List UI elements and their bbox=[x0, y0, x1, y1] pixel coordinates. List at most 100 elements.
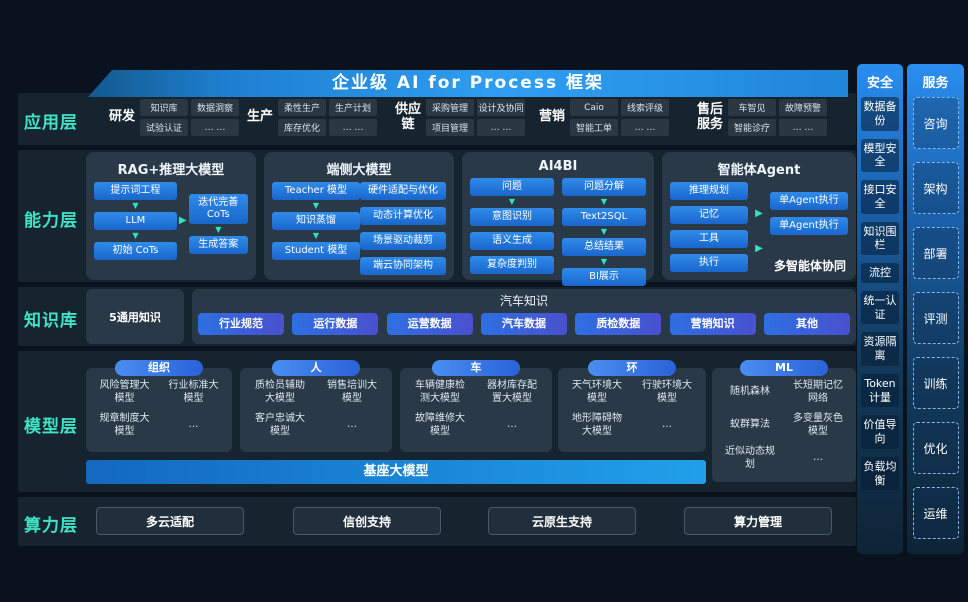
flow-step-button: 总结结果 bbox=[562, 238, 646, 256]
knowledge-pill: 行业规范 bbox=[198, 313, 284, 335]
model-item: 地形障碍物大模型 bbox=[572, 413, 622, 437]
security-item: 模型安全 bbox=[861, 138, 899, 172]
flow-step-button: 记忆 bbox=[670, 206, 748, 224]
foundation-model-bar: 基座大模型 bbox=[86, 460, 706, 484]
app-item: 智能诊疗 bbox=[728, 119, 776, 136]
app-group-1: 研发 知识库 数据洞察 试验认证… … bbox=[108, 99, 239, 136]
flow-column-left: 提示词工程 ▼ LLM ▼ 初始 CoTs bbox=[94, 182, 177, 260]
service-item: 优化 bbox=[912, 422, 959, 474]
arrow-down-icon: ▼ bbox=[132, 231, 139, 240]
model-item: … bbox=[507, 419, 517, 431]
knowledge-pill: 汽车数据 bbox=[480, 313, 567, 335]
arrow-down-icon: ▼ bbox=[312, 231, 320, 240]
knowledge-pill-list: 行业规范 运行数据 运营数据 汽车数据 质检数据 营销知识 其他 bbox=[198, 313, 850, 335]
flow-step-button: 迭代完善CoTs bbox=[188, 194, 248, 224]
security-column: 安全 数据备份 模型安全 接口安全 知识围栏 流控 统一认证 资源隔离 Token计量 价值导向… bbox=[857, 64, 903, 554]
capability-box-2: 端侧大模型 Teacher 模型 ▼ 知识蒸馏 ▼ Student 模型 硬件适配与优化 动态… bbox=[264, 152, 454, 280]
model-item: 规章制度大模型 bbox=[99, 413, 150, 437]
capability-box-4: 智能体Agent 推理规划 记忆 工具 执行 ▶ ▶ 单Agent执行 单Agent执行 多智能体… bbox=[662, 152, 856, 280]
flow-column-left: 推理规划 记忆 工具 执行 bbox=[670, 182, 748, 272]
model-group-cells: 天气环境大模型 行驶环境大模型 地形障碍物大模型… bbox=[558, 368, 706, 442]
arrow-down-icon: ▼ bbox=[600, 197, 608, 206]
capability-box-columns: 提示词工程 ▼ LLM ▼ 初始 CoTs ▶ 迭代完善CoTs ▼ 生成答案 bbox=[94, 182, 248, 260]
flow-column-left: 问题 ▼ 意图识别 语义生成 复杂度判别 bbox=[470, 178, 554, 274]
flow-step-button: 端云协同架构 bbox=[360, 257, 446, 275]
layer-label-model: 模型层 bbox=[24, 417, 78, 437]
model-group-tag: 组织 bbox=[115, 360, 203, 376]
model-group-5: ML 随机森林 长短期记忆网络 蚁群算法 多变量灰色模型 近似动态规划… bbox=[712, 360, 856, 482]
app-group-label: 供应链 bbox=[394, 101, 421, 132]
model-group-4: 环天气环境大模型 行驶环境大模型 地形障碍物大模型… bbox=[558, 360, 706, 452]
model-group-cells: 风险管理大模型 行业标准大模型 规章制度大模型… bbox=[86, 368, 232, 442]
page-title: 企业级 AI for Process 框架 bbox=[88, 70, 848, 97]
flow-step-button: 单Agent执行 bbox=[769, 217, 848, 235]
capability-box-title: RAG+推理大模型 bbox=[117, 163, 225, 178]
app-item: … … bbox=[621, 119, 669, 136]
arrow-down-icon: ▼ bbox=[132, 201, 139, 210]
flow-column-right: 迭代完善CoTs ▼ 生成答案 bbox=[188, 194, 248, 254]
capability-box-columns: 问题 ▼ 意图识别 语义生成 复杂度判别 问题分解 ▼ Text2SQL ▼ 总结结果 ▼ BI展示 bbox=[470, 178, 646, 286]
app-item: 柔性生产 bbox=[278, 99, 326, 116]
app-item: 数据洞察 bbox=[191, 99, 239, 116]
arrow-right-icon: ▶ bbox=[755, 207, 763, 219]
compute-item: 云原生支持 bbox=[488, 507, 636, 535]
automotive-knowledge-title: 汽车知识 bbox=[499, 294, 548, 308]
flow-step-button: 语义生成 bbox=[470, 232, 554, 250]
service-column: 服务 咨询 架构 部署 评测 训练 优化 运维 bbox=[907, 64, 964, 554]
app-group-3: 供应链 采购管理 设计及协同 项目管理… … bbox=[394, 99, 525, 136]
model-item: … bbox=[813, 452, 823, 464]
arrow-down-icon: ▼ bbox=[600, 257, 608, 266]
layer-label-knowledge: 知识库 bbox=[24, 311, 78, 331]
model-group-3: 车车辆健康检测大模型 器材库存配置大模型 故障维修大模型… bbox=[400, 360, 552, 452]
model-item: 行业标准大模型 bbox=[168, 380, 219, 404]
app-group-label: 营销 bbox=[538, 109, 565, 125]
model-item: 天气环境大模型 bbox=[572, 380, 622, 404]
flow-step-button: LLM bbox=[94, 212, 177, 230]
app-item: 线索评级 bbox=[621, 99, 669, 116]
app-item: … … bbox=[329, 119, 377, 136]
capability-box-columns: Teacher 模型 ▼ 知识蒸馏 ▼ Student 模型 硬件适配与优化 动态计算优化场… bbox=[272, 182, 446, 275]
flow-step-button: 推理规划 bbox=[670, 182, 748, 200]
security-column-title: 安全 bbox=[866, 76, 893, 91]
model-group-tag: ML bbox=[740, 360, 828, 376]
service-item: 评测 bbox=[912, 292, 959, 344]
service-column-title: 服务 bbox=[922, 76, 949, 91]
app-group-5: 售后服务 车智见 故障预警 智能诊疗… … bbox=[696, 99, 827, 136]
capability-box-title: 智能体Agent bbox=[717, 163, 801, 178]
model-group-tag: 环 bbox=[588, 360, 676, 376]
arrow-down-icon: ▼ bbox=[215, 225, 222, 234]
flow-column-right: 问题分解 ▼ Text2SQL ▼ 总结结果 ▼ BI展示 bbox=[562, 178, 646, 286]
knowledge-pill: 营销知识 bbox=[669, 313, 756, 335]
flow-column-right: 硬件适配与优化 动态计算优化 场景驱动裁剪 端云协同架构 bbox=[360, 182, 446, 275]
app-item: 故障预警 bbox=[779, 99, 827, 116]
model-item: 行驶环境大模型 bbox=[642, 380, 692, 404]
multi-agent-note: 多智能体协同 bbox=[773, 259, 846, 273]
security-item: 数据备份 bbox=[861, 97, 899, 131]
security-item: 资源隔离 bbox=[861, 332, 899, 366]
arrow-down-icon: ▼ bbox=[508, 197, 516, 206]
app-group-label: 研发 bbox=[108, 109, 135, 125]
app-item: 库存优化 bbox=[278, 119, 326, 136]
model-item: 多变量灰色模型 bbox=[793, 413, 843, 437]
service-item: 运维 bbox=[912, 487, 959, 539]
flow-column-right: 单Agent执行 单Agent执行 bbox=[769, 192, 848, 235]
flow-step-button: 问题分解 bbox=[562, 178, 646, 196]
model-item: 蚁群算法 bbox=[730, 419, 770, 431]
security-item: 统一认证 bbox=[861, 290, 899, 325]
compute-item: 算力管理 bbox=[684, 507, 832, 535]
service-item: 部署 bbox=[912, 227, 959, 279]
arrow-down-icon: ▼ bbox=[600, 227, 608, 236]
flow-step-button: 硬件适配与优化 bbox=[360, 182, 446, 200]
flow-step-button: 工具 bbox=[670, 230, 748, 248]
arrow-right-icon: ▶ bbox=[755, 242, 763, 254]
model-item: … bbox=[347, 419, 357, 431]
security-item: 负载均衡 bbox=[861, 456, 899, 491]
knowledge-pill: 运行数据 bbox=[292, 313, 379, 335]
app-item: 车智见 bbox=[728, 99, 776, 116]
flow-step-button: 初始 CoTs bbox=[94, 242, 177, 260]
capability-box-title: 端侧大模型 bbox=[326, 163, 392, 178]
security-item: Token计量 bbox=[861, 373, 899, 408]
automotive-knowledge-box: 汽车知识 行业规范 运行数据 运营数据 汽车数据 质检数据 营销知识 其他 bbox=[192, 289, 856, 344]
flow-step-button: 复杂度判别 bbox=[470, 256, 554, 274]
capability-box-3: AI4BI 问题 ▼ 意图识别 语义生成 复杂度判别 问题分解 ▼ Text2SQL ▼ 总结结果 ▼… bbox=[462, 152, 654, 286]
